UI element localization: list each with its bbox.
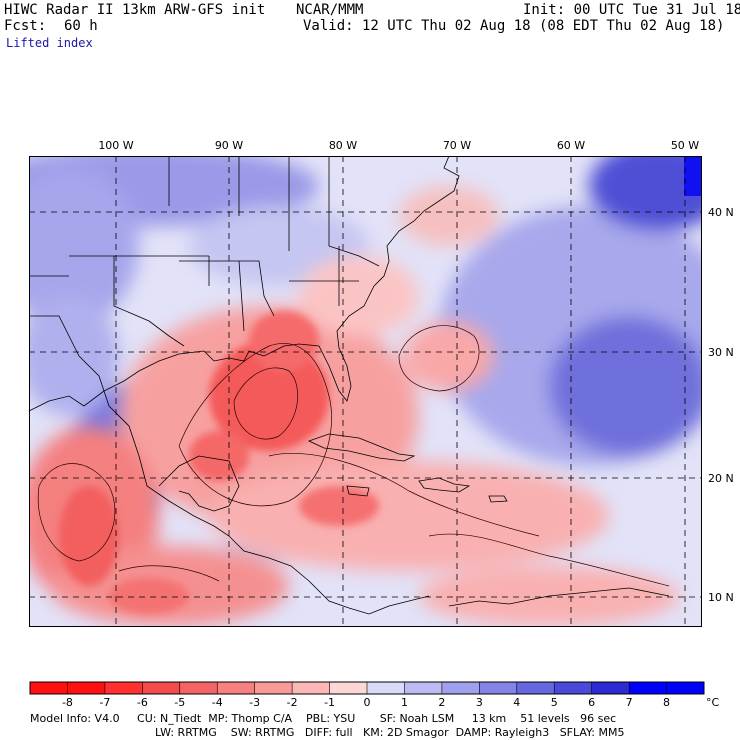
legend-tick-label: -1 xyxy=(324,696,335,708)
legend-tick-label: 3 xyxy=(476,696,483,708)
legend-swatch xyxy=(292,682,331,694)
valid-time: Valid: 12 UTC Thu 02 Aug 18 (08 EDT Thu … xyxy=(303,18,725,34)
legend-swatch xyxy=(629,682,668,694)
lifted-index-map xyxy=(29,156,702,627)
coastlines xyxy=(29,156,670,615)
deep-blue-corner xyxy=(684,156,702,196)
legend-swatch xyxy=(217,682,256,694)
legend-swatch xyxy=(67,682,106,694)
color-legend: -8 -7 -6 -5 -4 -3 -2 -1 0 1 2 3 4 5 6 7 8 °C xyxy=(29,681,720,708)
legend-swatch xyxy=(554,682,593,694)
legend-tick-label: 1 xyxy=(401,696,408,708)
legend-swatch xyxy=(104,682,143,694)
legend-tick-label: -8 xyxy=(62,696,73,708)
legend-swatch xyxy=(254,682,293,694)
legend-tick-label: -5 xyxy=(174,696,185,708)
legend-swatch xyxy=(404,682,443,694)
lat-label: 10 N xyxy=(708,591,734,604)
lat-label: 40 N xyxy=(708,206,734,219)
legend-tick-label: 5 xyxy=(551,696,558,708)
strong-instability xyxy=(59,311,379,614)
model-info-line2: LW: RRTMG SW: RRTMG DIFF: full KM: 2D Sm… xyxy=(155,726,625,739)
graticule xyxy=(29,156,702,627)
legend-swatch xyxy=(367,682,405,694)
legend-tick-label: 0 xyxy=(364,696,371,708)
legend-tick-label: 4 xyxy=(513,696,520,708)
legend-tick-label: 8 xyxy=(663,696,670,708)
legend-tick-label: -4 xyxy=(212,696,223,708)
agency-label: NCAR/MMM xyxy=(296,2,364,18)
map-title: HIWC Radar II 13km ARW-GFS init xyxy=(4,2,266,18)
legend-swatch xyxy=(179,682,218,694)
lon-label: 80 W xyxy=(328,139,358,152)
legend-swatch xyxy=(591,682,630,694)
legend-tick-label: 2 xyxy=(438,696,445,708)
forecast-label: Fcst: xyxy=(4,18,47,34)
legend-tick-label: -7 xyxy=(99,696,110,708)
forecast-hours: 60 h xyxy=(64,18,98,34)
map-frame xyxy=(29,156,702,627)
lon-label: 50 W xyxy=(670,139,700,152)
lon-label: 90 W xyxy=(214,139,244,152)
legend-swatch xyxy=(479,682,518,694)
lat-label: 20 N xyxy=(708,472,734,485)
legend-swatch xyxy=(441,682,480,694)
field-name: Lifted index xyxy=(6,36,93,50)
lon-label: 100 W xyxy=(98,139,134,152)
lon-label: 60 W xyxy=(556,139,586,152)
legend-tick-label: -6 xyxy=(137,696,148,708)
legend-swatch xyxy=(30,682,68,694)
legend-tick-label: -3 xyxy=(249,696,260,708)
init-time: Init: 00 UTC Tue 31 Jul 18 xyxy=(523,2,740,18)
unstable-regions xyxy=(29,256,679,626)
legend-swatch xyxy=(516,682,555,694)
legend-swatch xyxy=(142,682,181,694)
lon-label: 70 W xyxy=(442,139,472,152)
legend-tick-label: 7 xyxy=(626,696,633,708)
legend-swatch xyxy=(329,682,368,694)
legend-unit: °C xyxy=(706,696,720,708)
legend-tick-label: -2 xyxy=(287,696,298,708)
model-info-line1: Model Info: V4.0 CU: N_Tiedt MP: Thomp C… xyxy=(30,712,617,725)
legend-tick-label: 6 xyxy=(588,696,595,708)
lat-label: 30 N xyxy=(708,346,734,359)
legend-swatch xyxy=(666,682,705,694)
contour-lines xyxy=(37,325,670,587)
stable-regions xyxy=(29,156,702,569)
